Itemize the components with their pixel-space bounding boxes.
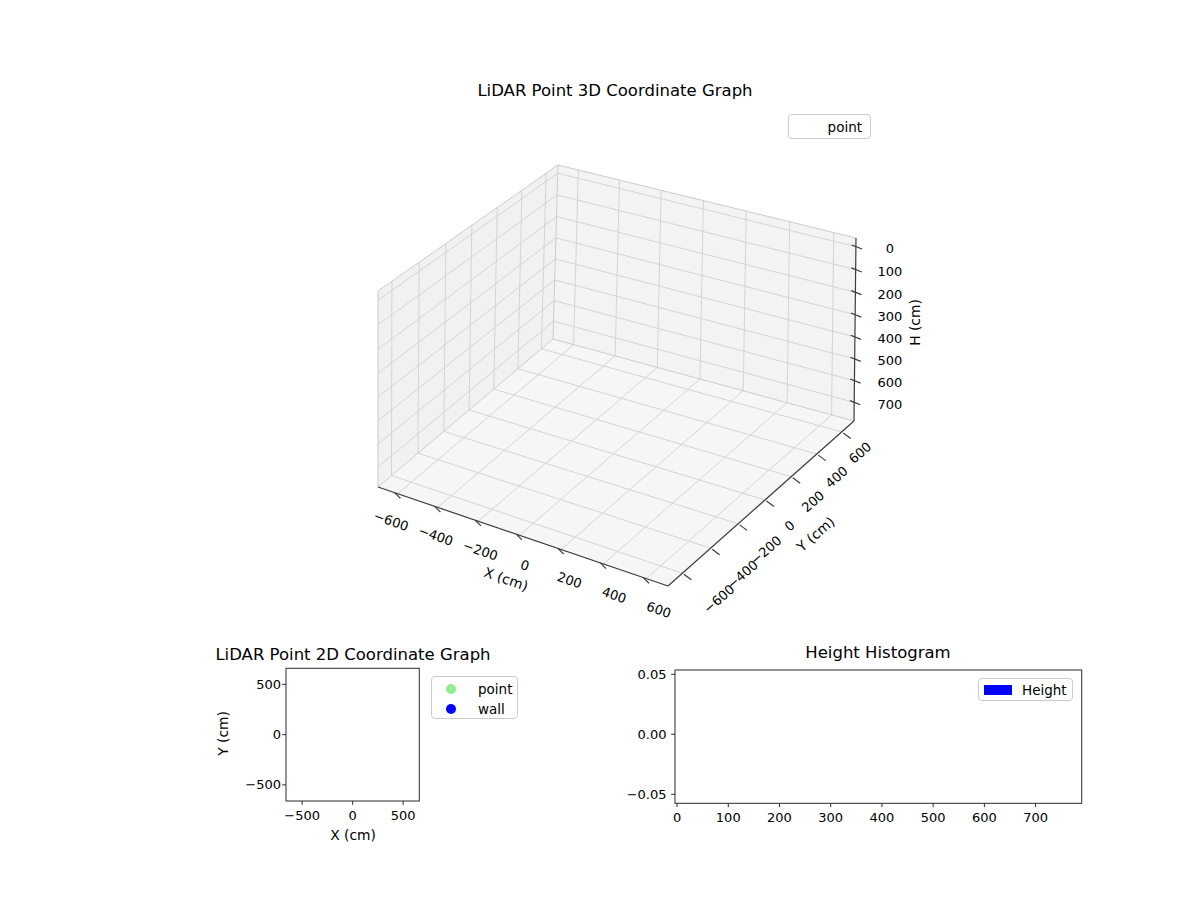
- hist-legend: Height: [978, 678, 1073, 701]
- tick-label: 300: [878, 309, 903, 324]
- plot2d-legend-label-point: point: [478, 681, 512, 697]
- figure: −600−400−2000200400600−600−400−200020040…: [0, 0, 1200, 900]
- tick-label: 0.00: [638, 727, 667, 742]
- tick-label: −500: [245, 777, 281, 792]
- plot2d-legend: point wall: [431, 676, 518, 719]
- tick-label: 600: [878, 375, 903, 390]
- plot3d-zlabel: H (cm): [907, 273, 924, 373]
- tick-label: 700: [1023, 810, 1048, 825]
- plot3d-legend: point: [788, 114, 871, 139]
- tick-label: 400: [878, 331, 903, 346]
- plot2d-ylabel: Y (cm): [215, 684, 232, 784]
- tick-label: 0: [886, 241, 894, 256]
- plot2d-legend-label-wall: wall: [478, 701, 505, 717]
- tick-label: 0: [673, 810, 681, 825]
- tick-label: 400: [600, 584, 628, 606]
- tick-label: 0.05: [638, 667, 667, 682]
- height-patch-icon: [984, 685, 1012, 695]
- plot2d-xlabel: X (cm): [303, 827, 403, 844]
- tick-label: 400: [822, 463, 851, 491]
- plot3d-title: LiDAR Point 3D Coordinate Graph: [415, 82, 815, 100]
- hist-title: Height Histogram: [728, 644, 1028, 662]
- tick-label: 700: [878, 397, 903, 412]
- tick-label: 500: [391, 808, 416, 823]
- plot3d-legend-label: point: [828, 119, 862, 135]
- tick-label: 600: [645, 599, 673, 621]
- tick-label: 0: [519, 557, 532, 574]
- tick-label: 0: [782, 517, 798, 534]
- tick-label: 0: [349, 808, 357, 823]
- tick-label: −600: [372, 508, 411, 534]
- legend-row-point: point: [432, 679, 517, 699]
- tick-label: 600: [846, 439, 875, 467]
- tick-label: 100: [716, 810, 741, 825]
- tick-label: −400: [416, 523, 455, 549]
- hist-legend-label: Height: [1022, 682, 1067, 698]
- tick-label: 200: [555, 569, 583, 591]
- plots-canvas: −600−400−2000200400600−600−400−200020040…: [0, 0, 1200, 900]
- tick-label: 100: [878, 264, 903, 279]
- tick-label: 500: [256, 677, 281, 692]
- tick-label: 400: [870, 810, 895, 825]
- tick-label: 300: [818, 810, 843, 825]
- tick-label: −500: [284, 808, 320, 823]
- tick-label: 500: [921, 810, 946, 825]
- tick-label: 200: [878, 287, 903, 302]
- legend-row-wall: wall: [432, 699, 517, 719]
- plot2d-title: LiDAR Point 2D Coordinate Graph: [203, 646, 503, 664]
- tick-label: −0.05: [627, 787, 667, 802]
- point-marker-icon: [446, 684, 456, 694]
- tick-label: 600: [972, 810, 997, 825]
- tick-label: 500: [878, 353, 903, 368]
- tick-label: 0: [273, 727, 281, 742]
- wall-marker-icon: [446, 704, 456, 714]
- tick-label: 200: [799, 488, 828, 516]
- plot2d-axes: −500 0 500 −500 0 500: [245, 668, 419, 823]
- tick-label: 200: [767, 810, 792, 825]
